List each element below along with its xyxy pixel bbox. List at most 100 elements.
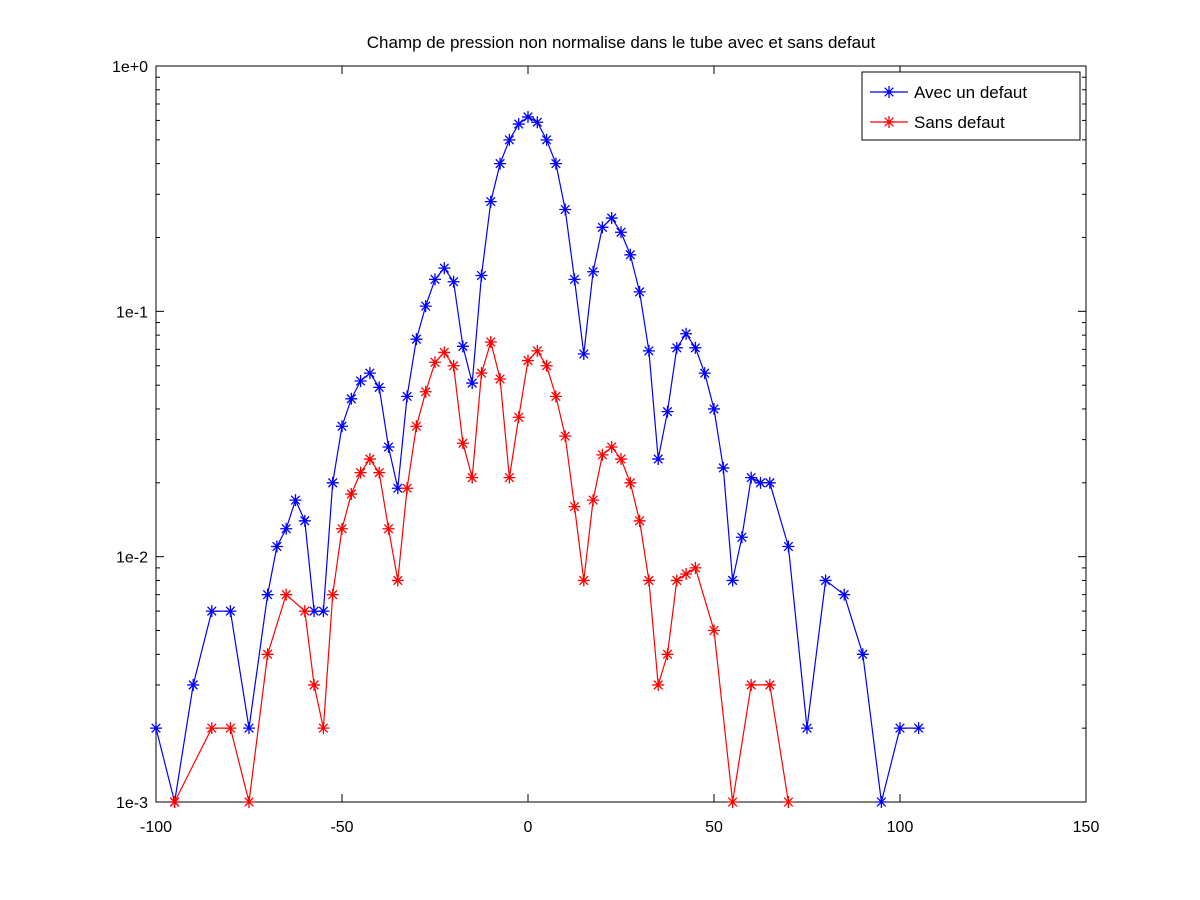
x-tick-label: 100 — [887, 819, 914, 836]
series-0 — [150, 110, 925, 808]
data-point — [168, 796, 181, 808]
data-point — [624, 476, 637, 489]
data-point — [670, 341, 683, 354]
plot-frame — [155, 65, 1087, 803]
data-point — [326, 476, 339, 489]
data-point — [475, 367, 488, 380]
data-point — [559, 203, 572, 216]
data-point — [615, 453, 627, 466]
data-point — [698, 367, 711, 380]
data-point — [745, 471, 758, 484]
data-point — [363, 367, 376, 380]
chart-title: Champ de pression non normalise dans le … — [367, 33, 876, 52]
legend-label: Avec un defaut — [914, 83, 1027, 102]
data-point — [308, 605, 321, 618]
data-point — [150, 722, 162, 735]
data-point — [726, 796, 739, 808]
data-point — [429, 273, 441, 286]
series-layer — [150, 110, 925, 808]
data-point — [354, 466, 367, 479]
data-point — [680, 567, 693, 580]
legend-entry: Avec un defaut — [870, 83, 1027, 102]
x-tick-label: -50 — [330, 819, 353, 836]
data-point — [466, 471, 479, 484]
data-point — [670, 574, 683, 587]
data-point — [187, 678, 200, 691]
data-point — [577, 348, 590, 361]
data-point — [401, 390, 414, 403]
data-point — [680, 327, 693, 340]
data-point — [308, 678, 321, 691]
data-point — [689, 561, 702, 574]
data-point — [782, 796, 795, 808]
data-point — [522, 110, 534, 123]
data-point — [205, 605, 218, 618]
data-point — [243, 722, 255, 735]
data-point — [587, 494, 600, 507]
data-point — [801, 722, 813, 735]
data-point — [419, 385, 432, 398]
data-point — [298, 605, 311, 618]
data-point — [336, 420, 348, 433]
data-point — [373, 381, 386, 394]
data-point — [763, 476, 776, 489]
data-point — [726, 574, 739, 587]
data-point — [633, 514, 646, 527]
data-point — [838, 588, 851, 601]
data-point — [261, 648, 274, 661]
data-point — [456, 340, 469, 353]
series-1 — [168, 335, 795, 808]
data-point — [568, 500, 581, 513]
x-tick-label: 0 — [524, 819, 533, 836]
legend-entries: Avec un defaut Sans defaut — [870, 83, 1027, 132]
data-point — [317, 722, 330, 735]
data-point — [373, 466, 386, 479]
data-point — [326, 588, 339, 601]
legend-marker — [883, 116, 895, 128]
axis-ticks: -100 -50 0 50 100 150 1e-3 1e-2 1e-1 1e+0 — [112, 59, 1099, 836]
data-point — [549, 390, 562, 403]
data-point — [438, 346, 451, 359]
data-point — [345, 392, 358, 405]
data-point — [596, 221, 609, 234]
legend-box — [861, 71, 1081, 141]
data-point — [754, 476, 767, 489]
data-point — [494, 157, 507, 170]
data-point — [708, 624, 720, 637]
data-point — [633, 285, 646, 298]
data-point — [624, 248, 637, 261]
data-point — [438, 262, 451, 275]
data-point — [642, 574, 655, 587]
data-point — [447, 359, 460, 372]
data-point — [596, 448, 609, 461]
data-point — [512, 118, 525, 131]
data-point — [763, 678, 776, 691]
data-point — [661, 405, 674, 418]
data-point — [549, 157, 562, 170]
y-tick-label: 1e-1 — [116, 304, 148, 321]
data-point — [745, 678, 758, 691]
data-point — [615, 226, 627, 239]
data-point — [363, 453, 376, 466]
data-point — [605, 440, 618, 453]
x-tick-label: -100 — [140, 819, 172, 836]
data-point — [652, 453, 665, 466]
data-point — [410, 420, 423, 433]
data-point — [289, 494, 302, 507]
x-tick-label: 50 — [705, 819, 723, 836]
data-point — [401, 482, 414, 495]
data-point — [354, 375, 367, 388]
data-point — [717, 461, 730, 474]
data-point — [540, 359, 553, 372]
data-point — [512, 411, 525, 424]
series-line — [174, 339, 789, 803]
data-point — [298, 514, 311, 527]
data-point — [735, 531, 748, 544]
data-point — [782, 540, 795, 553]
data-point — [577, 574, 590, 587]
data-point — [391, 482, 404, 495]
data-point — [652, 678, 665, 691]
data-point — [568, 273, 581, 286]
data-point — [475, 269, 488, 282]
